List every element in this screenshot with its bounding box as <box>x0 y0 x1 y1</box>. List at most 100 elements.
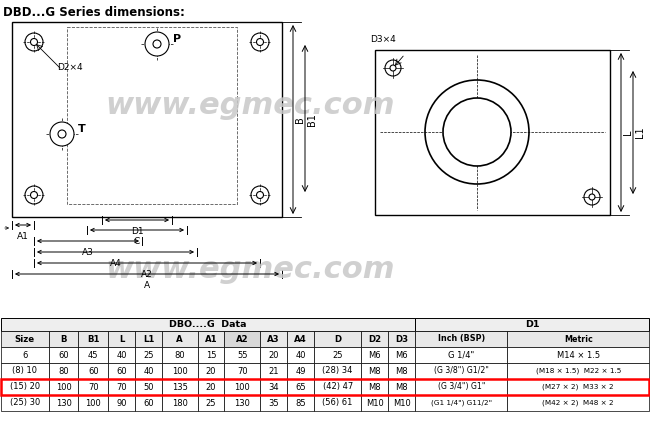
Text: A4: A4 <box>294 334 307 344</box>
Bar <box>361 379 388 395</box>
Bar <box>224 395 260 411</box>
Bar <box>508 395 649 411</box>
Circle shape <box>25 33 43 51</box>
Bar <box>1 331 49 347</box>
Text: 130: 130 <box>235 399 250 407</box>
Bar <box>162 379 198 395</box>
Text: 100: 100 <box>56 382 72 392</box>
Bar <box>224 379 260 395</box>
Bar <box>198 395 224 411</box>
Text: 34: 34 <box>268 382 279 392</box>
Circle shape <box>31 191 38 198</box>
Text: 85: 85 <box>295 399 306 407</box>
Bar <box>109 363 135 379</box>
Text: (M42 × 2)  M48 × 2: (M42 × 2) M48 × 2 <box>543 400 614 406</box>
Circle shape <box>443 98 511 166</box>
Bar <box>415 379 508 395</box>
Text: Size: Size <box>15 334 35 344</box>
Bar <box>224 331 260 347</box>
Bar <box>49 363 79 379</box>
Bar <box>162 395 198 411</box>
Text: A: A <box>144 281 150 290</box>
Bar <box>1 347 49 363</box>
Text: D1: D1 <box>525 320 540 329</box>
Bar <box>388 331 415 347</box>
Bar <box>49 331 79 347</box>
Circle shape <box>390 65 396 71</box>
Text: L1: L1 <box>635 127 645 138</box>
Text: 60: 60 <box>143 399 154 407</box>
Text: 70: 70 <box>88 382 99 392</box>
Bar <box>260 347 287 363</box>
Bar <box>135 363 162 379</box>
Text: B: B <box>60 334 67 344</box>
Text: 60: 60 <box>88 367 99 375</box>
Text: (15) 20: (15) 20 <box>10 382 40 392</box>
Circle shape <box>25 186 43 204</box>
Circle shape <box>153 40 161 48</box>
Bar <box>415 395 508 411</box>
Bar <box>388 395 415 411</box>
Bar <box>314 379 361 395</box>
Bar <box>1 379 649 395</box>
Bar <box>198 379 224 395</box>
Text: 70: 70 <box>116 382 127 392</box>
Bar <box>1 395 49 411</box>
Circle shape <box>58 130 66 138</box>
Bar <box>361 347 388 363</box>
Text: 70: 70 <box>237 367 248 375</box>
Bar <box>49 395 79 411</box>
Text: (G1 1/4") G11/2": (G1 1/4") G11/2" <box>431 400 492 406</box>
Bar <box>287 395 314 411</box>
Text: A1: A1 <box>205 334 217 344</box>
Text: 20: 20 <box>206 382 216 392</box>
Text: 135: 135 <box>172 382 188 392</box>
Text: C: C <box>134 237 140 246</box>
Text: (56) 61: (56) 61 <box>322 399 353 407</box>
Bar <box>79 331 109 347</box>
Text: B1: B1 <box>307 113 317 126</box>
Text: M8: M8 <box>369 382 381 392</box>
Bar <box>79 379 109 395</box>
Bar <box>287 363 314 379</box>
Text: L: L <box>623 130 633 135</box>
Circle shape <box>589 194 595 200</box>
Text: www.egmec.com: www.egmec.com <box>105 91 395 120</box>
Text: M6: M6 <box>395 351 408 359</box>
Text: 35: 35 <box>268 399 279 407</box>
Text: (G 3/8") G1/2": (G 3/8") G1/2" <box>434 367 489 375</box>
Bar <box>415 318 649 331</box>
Bar <box>260 395 287 411</box>
Text: (25) 30: (25) 30 <box>10 399 40 407</box>
Text: (28) 34: (28) 34 <box>322 367 353 375</box>
Text: 180: 180 <box>172 399 188 407</box>
Bar <box>287 331 314 347</box>
Text: D1: D1 <box>131 227 143 236</box>
Circle shape <box>251 33 269 51</box>
Text: M10: M10 <box>393 399 411 407</box>
Text: M8: M8 <box>395 367 408 375</box>
Text: G 1/4": G 1/4" <box>448 351 474 359</box>
Bar <box>67 27 237 204</box>
Bar <box>260 331 287 347</box>
Text: 60: 60 <box>116 367 127 375</box>
Bar <box>198 347 224 363</box>
Text: L: L <box>119 334 124 344</box>
Bar <box>361 363 388 379</box>
Circle shape <box>257 191 263 198</box>
Bar <box>135 379 162 395</box>
Bar <box>260 379 287 395</box>
Bar <box>508 379 649 395</box>
Text: 25: 25 <box>143 351 154 359</box>
Text: (M27 × 2)  M33 × 2: (M27 × 2) M33 × 2 <box>543 384 614 390</box>
Bar <box>508 331 649 347</box>
Bar <box>49 347 79 363</box>
Text: DBD...G Series dimensions:: DBD...G Series dimensions: <box>3 6 185 19</box>
Text: 45: 45 <box>88 351 99 359</box>
Bar <box>314 363 361 379</box>
Bar <box>162 347 198 363</box>
Bar <box>109 395 135 411</box>
Text: 60: 60 <box>58 351 69 359</box>
Text: D3×4: D3×4 <box>370 35 396 44</box>
Text: 50: 50 <box>143 382 154 392</box>
